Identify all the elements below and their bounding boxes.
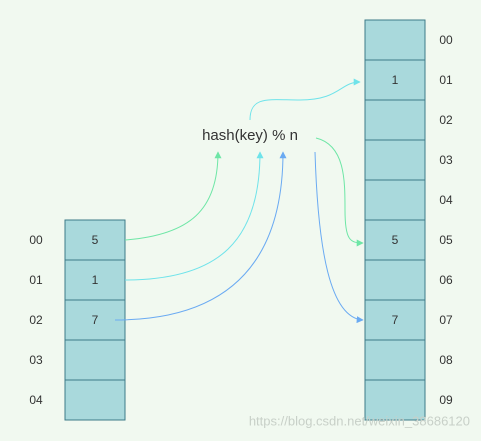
index-label: 00: [29, 233, 43, 247]
index-label: 03: [29, 353, 43, 367]
array-cell: [364, 299, 426, 341]
index-label: 01: [439, 73, 453, 87]
index-label: 09: [439, 393, 453, 407]
index-label: 06: [439, 273, 453, 287]
arrow: [124, 151, 264, 281]
array-cell: [364, 379, 426, 421]
arrow: [314, 151, 364, 324]
index-label: 02: [29, 313, 43, 327]
array-cell: [364, 179, 426, 221]
cell-value: 5: [92, 233, 99, 247]
index-label: 07: [439, 313, 453, 327]
array-cell: [364, 339, 426, 381]
array-cell: [364, 259, 426, 301]
index-label: 05: [439, 233, 453, 247]
array-cell: [64, 339, 126, 381]
index-label: 00: [439, 33, 453, 47]
index-label: 04: [439, 193, 453, 207]
index-label: 01: [29, 273, 43, 287]
array-cell: [64, 219, 126, 261]
array-cell: [364, 139, 426, 181]
array-cell: [64, 259, 126, 301]
cell-value: 1: [92, 273, 99, 287]
array-cell: [364, 99, 426, 141]
cell-value: 5: [392, 233, 399, 247]
cell-value: 7: [392, 313, 399, 327]
index-label: 03: [439, 153, 453, 167]
arrow: [249, 78, 361, 121]
index-label: 02: [439, 113, 453, 127]
index-label: 08: [439, 353, 453, 367]
array-cell: [364, 19, 426, 61]
arrow: [315, 137, 364, 247]
arrow: [114, 151, 287, 321]
array-cell: [64, 379, 126, 421]
cell-value: 1: [392, 73, 399, 87]
array-cell: [364, 59, 426, 101]
formula: hash(key) % n: [202, 127, 298, 144]
index-label: 04: [29, 393, 43, 407]
arrow: [124, 151, 222, 241]
watermark: https://blog.csdn.net/weixin_38686120: [249, 413, 470, 428]
cell-value: 7: [92, 313, 99, 327]
